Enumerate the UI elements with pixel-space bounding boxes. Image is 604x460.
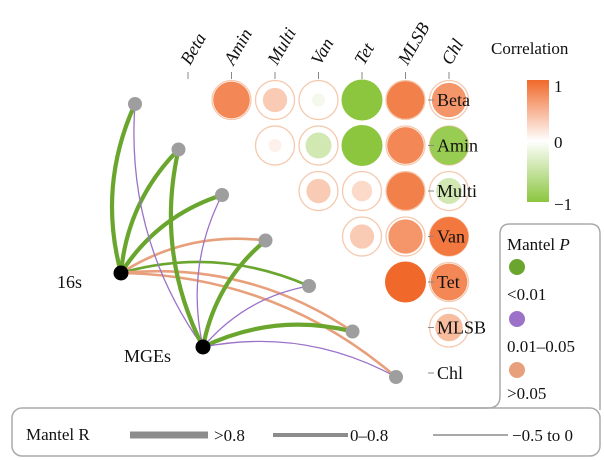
mantel-p-legend-frame — [440, 223, 601, 410]
colorbar-tick-mid: 0 — [554, 133, 563, 152]
mantel-p-legend-title-italic: P — [558, 235, 569, 254]
colorbar-title: Correlation — [491, 39, 569, 58]
mantel-link-16s-van — [119, 237, 267, 275]
cell-van-mlsb — [388, 219, 423, 254]
row-label-amin: Amin — [437, 136, 478, 156]
mantel-r-legend-title: Mantel R — [26, 425, 90, 444]
row-label-multi: Multi — [437, 181, 477, 201]
mantel-p-legend-label-001-005: 0.01–0.05 — [507, 337, 575, 356]
mantel-source-label-mges: MGEs — [124, 346, 171, 366]
mantel-link-16s-beta — [109, 101, 138, 276]
mantel-link-mges-mlsb — [200, 322, 355, 350]
colorbar-gradient — [527, 80, 549, 202]
mantel-source-node-16s — [113, 265, 129, 281]
mantel-links-layer — [109, 101, 398, 379]
mantel-link-16s-mlsb — [119, 269, 354, 333]
mantel-p-legend-dot-gt005 — [509, 362, 525, 378]
mantel-source-node-mges — [195, 339, 211, 355]
cell-multi-mlsb — [386, 172, 425, 210]
cell-beta-chl — [431, 82, 467, 118]
col-label-amin: Amin — [219, 25, 256, 69]
cell-amin-chl — [429, 126, 469, 165]
row-label-chl: Chl — [437, 363, 463, 383]
mantel-end-node-amin — [171, 142, 186, 157]
cell-beta-tet — [341, 79, 383, 121]
cell-amin-tet — [341, 125, 383, 166]
mantel-p-legend-dot-001-005 — [509, 311, 525, 327]
row-label-mlsb: MLSB — [437, 318, 486, 338]
cell-multi-van — [306, 178, 331, 204]
row-label-beta: Beta — [437, 90, 470, 110]
cell-beta-multi — [262, 87, 288, 113]
mantel-p-legend-title: Mantel P — [507, 235, 570, 254]
mantel-end-node-mlsb — [345, 324, 360, 339]
cell-mlsb-chl — [435, 313, 463, 342]
mantel-link-16s-amin — [118, 147, 181, 276]
cell-tet-mlsb — [385, 261, 426, 303]
colorbar: Correlation 1 0 −1 — [491, 39, 572, 214]
mantel-source-label-16s: 16s — [57, 272, 82, 292]
mantel-p-legend-label-lt001: <0.01 — [507, 285, 546, 304]
cell-beta-mlsb — [386, 81, 425, 119]
mantel-link-mges-amin — [168, 147, 206, 350]
mantel-r-legend-label-medium: 0–0.8 — [350, 426, 388, 445]
mantel-end-node-chl — [389, 370, 403, 384]
mantel-link-mges-multi — [196, 194, 223, 348]
mantel-link-mges-tet — [202, 285, 310, 348]
cell-amin-multi — [268, 139, 282, 152]
mantel-r-legend-label-thick: >0.8 — [214, 426, 245, 445]
mantel-link-16s-multi — [118, 192, 225, 276]
mantel-r-legend-label-thin: −0.5 to 0 — [512, 426, 573, 445]
cell-van-tet — [349, 224, 375, 249]
mantel-link-mges-chl — [202, 340, 397, 378]
mantel-nodes-layer: 16s MGEs — [57, 97, 403, 384]
col-label-van: Van — [307, 35, 338, 68]
cell-multi-chl — [436, 178, 462, 204]
colorbar-tick-min: −1 — [554, 195, 572, 214]
mantel-link-16s-chl — [119, 271, 398, 379]
row-label-tet: Tet — [437, 272, 460, 292]
mantel-end-node-multi — [215, 188, 229, 202]
cell-beta-van — [312, 93, 325, 107]
cell-amin-van — [305, 132, 332, 159]
cell-tet-chl — [430, 263, 468, 301]
cell-amin-mlsb — [387, 127, 424, 164]
mantel-p-legend-label-gt005: >0.05 — [507, 384, 546, 403]
col-label-mlsb: MLSB — [393, 19, 433, 69]
cell-van-chl — [429, 217, 469, 256]
mantel-end-node-van — [258, 233, 273, 248]
mantel-r-legend: Mantel R >0.8 0–0.8 −0.5 to 0 — [11, 407, 601, 457]
cell-multi-tet — [351, 180, 373, 202]
mantel-p-legend: Mantel P <0.01 0.01–0.05 >0.05 — [440, 223, 601, 410]
mantel-link-16s-tet — [119, 260, 311, 288]
mantel-link-mges-van — [200, 238, 268, 350]
mantel-end-node-tet — [302, 279, 316, 293]
col-label-tet: Tet — [350, 39, 378, 68]
row-label-van: Van — [437, 227, 465, 247]
col-label-multi: Multi — [263, 24, 300, 69]
mantel-end-node-beta — [128, 97, 142, 111]
mantel-p-legend-dot-lt001 — [509, 259, 525, 275]
correlation-cells-layer — [211, 79, 470, 348]
mantel-p-legend-title-text: Mantel — [507, 235, 555, 254]
mantel-r-legend-frame — [11, 407, 601, 457]
colorbar-tick-max: 1 — [554, 77, 563, 96]
col-label-beta: Beta — [176, 29, 210, 68]
cell-beta-amin — [213, 81, 250, 119]
mantel-link-mges-beta — [133, 103, 204, 348]
col-label-chl: Chl — [437, 35, 467, 68]
